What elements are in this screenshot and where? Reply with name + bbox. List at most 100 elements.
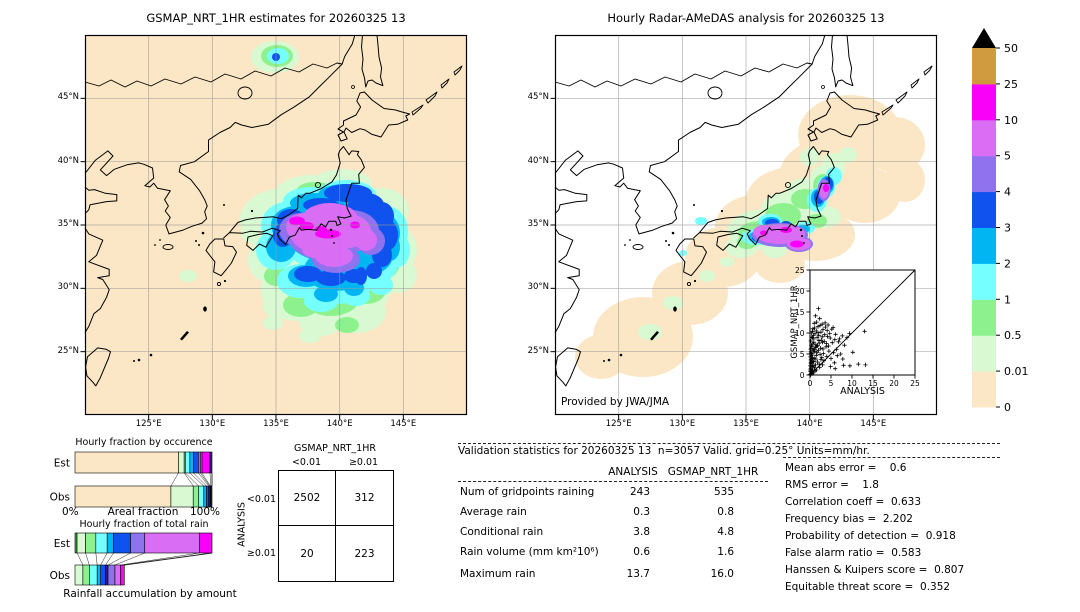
score-row: Frequency bias = 2.202: [785, 513, 913, 525]
bar-segment-purple: [107, 564, 116, 586]
flow-connector: [76, 552, 84, 566]
inset-x-tick-label: 0: [808, 379, 813, 388]
bar-segment-lightgreen: [192, 485, 200, 508]
bar-segment-cream: [74, 451, 179, 474]
bar-segment-magenta: [199, 532, 213, 554]
occurrence-axis: 0% Areal fraction 100%: [40, 506, 225, 520]
score-row: Probability of detection = 0.918: [785, 530, 956, 542]
inset-ylabel: GSMAP_NRT_1HR: [790, 285, 800, 358]
bar-segment-navy: [209, 451, 213, 474]
y-tick-label: 40°N: [57, 155, 79, 166]
bar-segment-skyblue: [189, 451, 194, 474]
contingency-col-label-1: ≥0.01: [348, 457, 379, 468]
inset-y-tick-label: 20: [795, 287, 805, 296]
axis-min-label: 0%: [62, 506, 79, 518]
y-tick-label: 30°N: [57, 282, 79, 293]
row-label-est: Est: [54, 458, 70, 470]
colorbar-tick-label: 0: [1004, 401, 1011, 414]
occurrence-bars: Est Obs: [50, 451, 213, 508]
inset-x-tick-label: 20: [889, 379, 899, 388]
bar-segment-cyan: [89, 564, 98, 586]
x-tick-label: 145°E: [860, 419, 887, 429]
score-row: RMS error = 1.8: [785, 479, 879, 491]
flow-connector: [209, 472, 212, 487]
totalrain-caption: Rainfall accumulation by amount: [63, 588, 237, 600]
score-row: Mean abs error = 0.6: [785, 462, 907, 474]
divider-top: [458, 443, 1000, 444]
x-tick-label: 145°E: [390, 419, 417, 429]
bar-segment-blue: [100, 564, 106, 586]
flow-connector: [201, 472, 211, 487]
bar-segment-orchid: [114, 564, 121, 586]
colorbar-band: [972, 119, 996, 157]
bar-segment-cyan: [198, 485, 205, 508]
contingency-cell-00: 2502: [279, 471, 336, 526]
inset-y-tick-label: 5: [800, 350, 805, 359]
flow-connector: [170, 472, 179, 487]
colorbar-band: [972, 83, 996, 121]
flow-connector: [85, 552, 90, 566]
flow-connector: [183, 472, 194, 487]
bar-segment-blue: [206, 485, 210, 508]
validation-row-label: Num of gridpoints raining: [460, 486, 595, 498]
axis-title: Areal fraction: [107, 506, 179, 518]
colorbar-band: [972, 299, 996, 336]
bar-segment-purple: [130, 532, 146, 554]
bar-segment-cyan: [184, 451, 191, 474]
colorbar-tick-label: 10: [1004, 114, 1018, 127]
flow-connector: [105, 552, 114, 566]
bar-segment-skyblue: [203, 485, 207, 508]
validation-row-label: Maximum rain: [460, 568, 536, 580]
y-tick-label: 25°N: [57, 345, 79, 356]
left-map-title: GSMAP_NRT_1HR estimates for 20260325 13: [146, 11, 406, 25]
inset-x-tick-label: 5: [829, 379, 834, 388]
validation-value-gsmap: 535: [713, 486, 734, 498]
validation-value-analysis: 243: [629, 486, 650, 498]
flow-connector: [95, 552, 98, 566]
bar-segment-magenta: [120, 564, 125, 586]
bar-segment-orchid: [144, 532, 200, 554]
map-frame: [554, 34, 938, 416]
contingency-row-group: ANALYSIS: [236, 502, 248, 547]
map-gridlines: [85, 35, 467, 415]
bar-segment-blue: [113, 532, 131, 554]
colorbar-tick-label: 5: [1004, 150, 1011, 163]
contingency-col-label-0: <0.01: [291, 457, 322, 468]
inset-y-tick-label: 15: [795, 308, 805, 317]
colorbar-tick-label: 2: [1004, 257, 1011, 270]
validation-col-analysis: ANALYSIS: [608, 466, 658, 478]
flow-connector: [185, 472, 199, 487]
flow-connector: [100, 552, 108, 566]
divider-scores: [783, 457, 1000, 458]
flow-connector: [198, 472, 209, 487]
row-label-obs: Obs: [50, 570, 70, 582]
colorbar-band: [972, 155, 996, 193]
inset-xlabel: ANALYSIS: [840, 386, 885, 397]
validation-value-gsmap: 0.8: [717, 506, 734, 518]
validation-value-gsmap: 16.0: [710, 568, 734, 580]
score-row: False alarm ratio = 0.583: [785, 547, 922, 559]
validation-row-label: Average rain: [460, 506, 527, 518]
validation-row-label: Rain volume (mm km²10⁶): [460, 546, 599, 558]
bar-segment-palegreen: [76, 532, 86, 554]
validation-value-gsmap: 4.8: [717, 526, 734, 538]
validation-value-analysis: 13.7: [626, 568, 650, 580]
inset-x-tick-label: 25: [910, 379, 920, 388]
occurrence-chart-title: Hourly fraction by occurence: [75, 437, 213, 448]
x-tick-label: 135°E: [733, 419, 759, 429]
validation-value-analysis: 0.6: [633, 546, 650, 558]
colorbar-tick-label: 0.01: [1004, 365, 1029, 378]
bar-segment-green: [74, 532, 78, 554]
totalrain-bars: Est Obs: [50, 532, 213, 586]
y-tick-label: 45°N: [57, 92, 79, 103]
x-tick-label: 135°E: [263, 419, 289, 429]
scatter-points: [808, 306, 868, 377]
x-tick-label: 125°E: [605, 419, 632, 429]
identity-line: [809, 269, 916, 376]
x-tick-label: 125°E: [135, 419, 162, 429]
flow-connector: [124, 552, 213, 566]
inset-y-tick-label: 0: [800, 371, 805, 380]
colorbar-band: [972, 371, 996, 408]
score-row: Hanssen & Kuipers score = 0.807: [785, 564, 965, 576]
inset-y-tick-label: 10: [795, 329, 805, 338]
